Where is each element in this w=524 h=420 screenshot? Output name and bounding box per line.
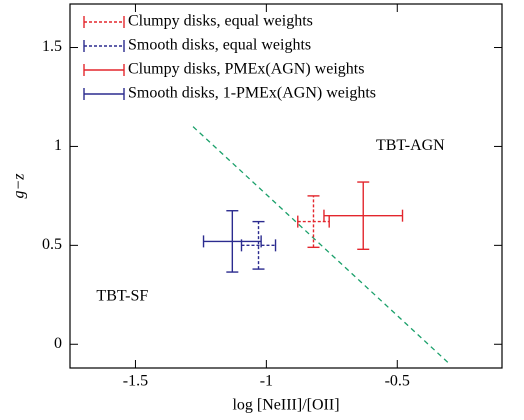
x-tick-label: -1 [260,373,273,390]
plot-frame [69,3,503,369]
annotation: TBT-SF [96,287,148,304]
y-tick-label: 0.5 [42,236,62,253]
reference-line [192,126,451,365]
x-axis-label: log [NeIII]/[OII] [232,397,339,414]
annotation: TBT-AGN [376,137,445,154]
y-axis-label: g−z [11,173,28,199]
legend-label: Smooth disks, equal weights [128,37,311,54]
legend-label: Smooth disks, 1-PMEx(AGN) weights [128,85,376,102]
legend-label: Clumpy disks, PMEx(AGN) weights [128,61,364,78]
x-tick-label: -0.5 [385,373,410,390]
y-tick-label: 0 [54,335,62,352]
y-tick-label: 1.5 [42,38,62,55]
x-tick-label: -1.5 [123,373,148,390]
y-tick-label: 1 [54,137,62,154]
legend-label: Clumpy disks, equal weights [128,13,313,30]
